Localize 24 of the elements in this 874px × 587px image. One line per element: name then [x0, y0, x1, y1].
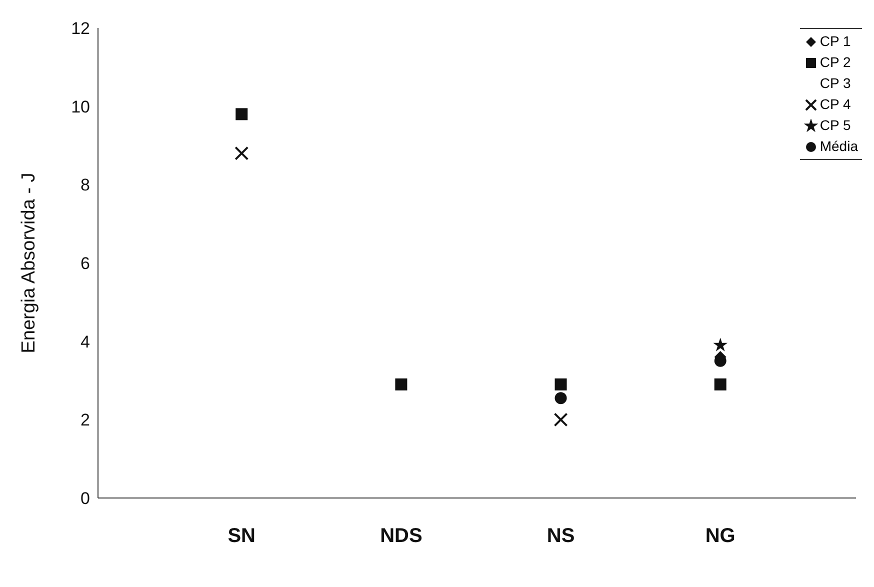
y-tick-label: 2	[80, 410, 90, 430]
y-tick-label: 8	[80, 176, 90, 195]
y-tick-label: 6	[80, 254, 90, 274]
point	[236, 108, 248, 120]
point	[713, 338, 728, 352]
y-tick-label: 4	[80, 332, 90, 352]
y-tick-label: 0	[80, 489, 90, 508]
x-tick-label: NS	[546, 525, 575, 548]
x-tick-label: NG	[705, 525, 736, 548]
legend-label: CP 3	[820, 74, 851, 93]
point	[554, 378, 567, 390]
point	[714, 378, 726, 390]
y-axis-title: Energia Absorvida - J	[18, 172, 40, 354]
x-tick-label: NDS	[380, 525, 422, 548]
y-tick-label: 12	[71, 19, 90, 38]
legend-label: CP 5	[820, 116, 851, 135]
legend-label: CP 4	[820, 95, 851, 114]
y-tick-label: 10	[71, 97, 90, 116]
point	[395, 378, 408, 390]
legend-label: Média	[820, 137, 858, 156]
x-tick-label: SN	[228, 525, 256, 548]
legend-label: CP 2	[820, 53, 851, 72]
point	[554, 392, 567, 404]
legend-label: CP 1	[820, 32, 851, 51]
